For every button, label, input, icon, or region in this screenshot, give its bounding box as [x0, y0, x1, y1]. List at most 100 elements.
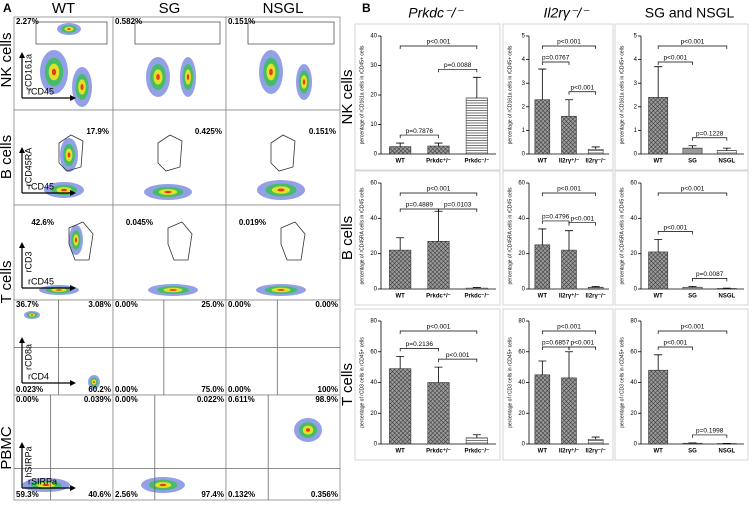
- y-axis-label: hSIRPa: [23, 446, 33, 477]
- y-tick-label: 40: [370, 216, 377, 222]
- gate-percent: 0.582%: [115, 17, 142, 26]
- chart-frame: [502, 170, 614, 306]
- gate-percent: 17.9%: [86, 127, 109, 136]
- gate: [68, 221, 94, 261]
- x-tick-label: SG: [688, 449, 697, 455]
- p-value: p<0.001: [663, 224, 687, 231]
- arrow-head: [19, 52, 25, 58]
- density-blob: [42, 483, 50, 487]
- y-tick-label: 0: [374, 152, 378, 158]
- comparison-bracket: [657, 330, 728, 334]
- x-tick-label: Prkdc⁻/⁻: [464, 159, 489, 165]
- y-tick-label: 20: [518, 411, 525, 417]
- gate: [167, 221, 193, 261]
- comparison-bracket: [568, 222, 597, 226]
- row-label: T cells: [0, 260, 15, 303]
- bar: [427, 382, 450, 445]
- comparison-bracket: [657, 45, 728, 49]
- chart-frame: [354, 170, 501, 306]
- density-blob: [302, 79, 306, 85]
- gate: [134, 21, 221, 45]
- p-value: p=0.7876: [406, 128, 434, 135]
- p-value: p=0.0103: [444, 202, 472, 209]
- x-tick-label: Il2rγ⁻/⁻: [585, 159, 605, 165]
- error-bar: [654, 354, 663, 371]
- error-bar: [538, 360, 547, 375]
- error-bar: [654, 66, 663, 98]
- x-tick-label: WT: [396, 159, 406, 165]
- quadrant-percent: 0.00%: [315, 300, 338, 309]
- error-bar: [722, 147, 731, 151]
- x-tick-label: NSGL: [718, 294, 735, 300]
- chart-frame: [614, 308, 749, 461]
- chart-frame: [354, 23, 501, 171]
- y-axis-label: percentage of rCD45RA cells in rCD45 cel…: [507, 187, 513, 284]
- y-tick-label: 2: [522, 104, 526, 110]
- y-axis-label: percentage of rCD3 cells in rCD45+ cells: [619, 337, 625, 428]
- error-bar: [565, 230, 573, 251]
- gate-percent: 42.6%: [31, 218, 54, 227]
- column-header: WT: [52, 0, 75, 17]
- x-axis-label: rCD4: [28, 371, 49, 381]
- density-blob: [156, 74, 160, 80]
- x-tick-label: Prkdc⁺/⁻: [426, 293, 451, 300]
- p-value: p<0.001: [663, 340, 687, 347]
- x-tick-label: NSGL: [718, 159, 735, 165]
- y-tick-label: 60: [370, 181, 377, 187]
- y-tick-label: 60: [370, 349, 377, 355]
- error-bar: [434, 142, 443, 147]
- comparison-bracket: [399, 348, 439, 352]
- quadrant-percent: 98.9%: [315, 395, 338, 404]
- x-tick-label: Il2rγ⁺/⁻: [559, 158, 579, 165]
- quadrant-percent: 36.7%: [16, 300, 39, 309]
- density-blob: [56, 289, 62, 291]
- x-axis-label: rCD45: [28, 276, 54, 286]
- comparison-bracket: [692, 278, 728, 282]
- p-value: p=0.0087: [696, 271, 724, 278]
- gate-percent: 0.425%: [195, 127, 222, 136]
- bar: [389, 249, 412, 290]
- y-tick-label: 3: [522, 81, 526, 87]
- chart-frame: [502, 308, 614, 461]
- density-blob: [61, 188, 67, 192]
- density-blob: [277, 188, 285, 192]
- quadrant-percent: 97.4%: [201, 490, 224, 499]
- error-bar: [396, 142, 405, 147]
- quadrant-percent: 0.611%: [228, 395, 255, 404]
- gate-percent: 0.045%: [126, 218, 153, 227]
- bar: [561, 249, 577, 290]
- arrow-head: [19, 147, 25, 153]
- y-tick-label: 60: [630, 349, 637, 355]
- error-bar: [688, 285, 697, 288]
- p-value: p<0.001: [681, 186, 705, 193]
- y-axis-label: percentage of rCD161a cells in rCD45+ ce…: [619, 45, 625, 144]
- y-tick-label: 80: [370, 319, 377, 325]
- error-bar: [472, 287, 481, 289]
- y-axis-label: rCD8a: [23, 344, 33, 370]
- y-tick-label: 40: [370, 34, 377, 40]
- error-bar: [591, 285, 600, 288]
- x-tick-label: WT: [396, 294, 406, 300]
- x-tick-label: NSGL: [718, 449, 735, 455]
- y-tick-label: 20: [370, 251, 377, 257]
- comparison-bracket: [541, 192, 597, 196]
- x-tick-label: SG: [688, 294, 697, 300]
- y-tick-label: 1: [522, 128, 526, 134]
- panel-label: A: [3, 1, 12, 15]
- arrow-head: [19, 242, 25, 248]
- x-tick-label: WT: [654, 159, 664, 165]
- x-tick-label: Il2rγ⁻/⁻: [585, 449, 605, 455]
- p-value: p<0.001: [570, 340, 594, 347]
- error-bar: [591, 146, 600, 150]
- y-tick-label: 0: [522, 442, 526, 448]
- p-value: p=0.1998: [696, 428, 724, 435]
- p-value: p<0.001: [557, 324, 581, 331]
- density-blob: [67, 28, 71, 30]
- y-axis-label: percentage of rCD3 cells in rCD45+ cells: [507, 337, 513, 428]
- y-tick-label: 0: [374, 442, 378, 448]
- comparison-bracket: [438, 358, 478, 363]
- bar: [465, 287, 488, 290]
- x-tick-label: WT: [654, 449, 664, 455]
- bar: [587, 439, 604, 445]
